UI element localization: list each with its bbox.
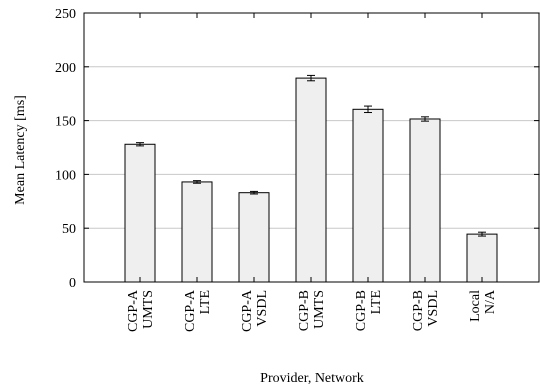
category-label-provider-0: CGP-A <box>126 289 141 332</box>
category-label-2: CGP-A VSDL <box>240 289 270 332</box>
bar-0 <box>124 143 156 283</box>
bar-3 <box>295 77 327 283</box>
category-label-provider-6: Local <box>468 290 483 322</box>
category-label-network-2: VSDL <box>255 290 270 327</box>
category-label-provider-4: CGP-B <box>354 290 369 331</box>
y-tick-label-100: 100 <box>55 168 76 183</box>
category-label-provider-1: CGP-A <box>183 289 198 332</box>
category-label-network-6: N/A <box>483 289 498 314</box>
x-axis-title: Provider, Network <box>260 371 364 386</box>
y-tick-label-150: 150 <box>55 115 76 130</box>
bar-1 <box>181 181 213 283</box>
y-tick-label-250: 250 <box>55 7 76 22</box>
category-label-network-1: LTE <box>198 290 213 314</box>
category-label-0: CGP-A UMTS <box>126 289 156 332</box>
bar-6 <box>466 233 498 283</box>
category-label-network-3: UMTS <box>312 290 327 329</box>
category-label-3: CGP-B UMTS <box>297 290 327 331</box>
bar-5 <box>409 118 441 283</box>
y-tick-label-50: 50 <box>62 222 76 237</box>
bars <box>124 74 498 283</box>
category-label-5: CGP-B VSDL <box>411 290 441 331</box>
y-axis-title: Mean Latency [ms] <box>13 95 28 205</box>
category-label-network-5: VSDL <box>426 290 441 327</box>
category-label-6: Local N/A <box>468 289 498 322</box>
y-ticks: 0 50 100 150 200 250 <box>55 7 539 291</box>
category-label-provider-3: CGP-B <box>297 290 312 331</box>
category-label-provider-2: CGP-A <box>240 289 255 332</box>
category-label-1: CGP-A LTE <box>183 289 213 332</box>
bar-4 <box>352 108 384 283</box>
category-label-provider-5: CGP-B <box>411 290 426 331</box>
category-labels: CGP-A UMTS CGP-A LTE CGP-A VSDL CGP-B UMTS CGP-B… <box>126 289 498 332</box>
y-tick-label-0: 0 <box>69 276 76 291</box>
y-tick-label-200: 200 <box>55 61 76 76</box>
bar-2 <box>238 192 270 283</box>
category-label-network-4: LTE <box>369 290 384 314</box>
category-label-network-0: UMTS <box>141 290 156 329</box>
category-label-4: CGP-B LTE <box>354 290 384 331</box>
